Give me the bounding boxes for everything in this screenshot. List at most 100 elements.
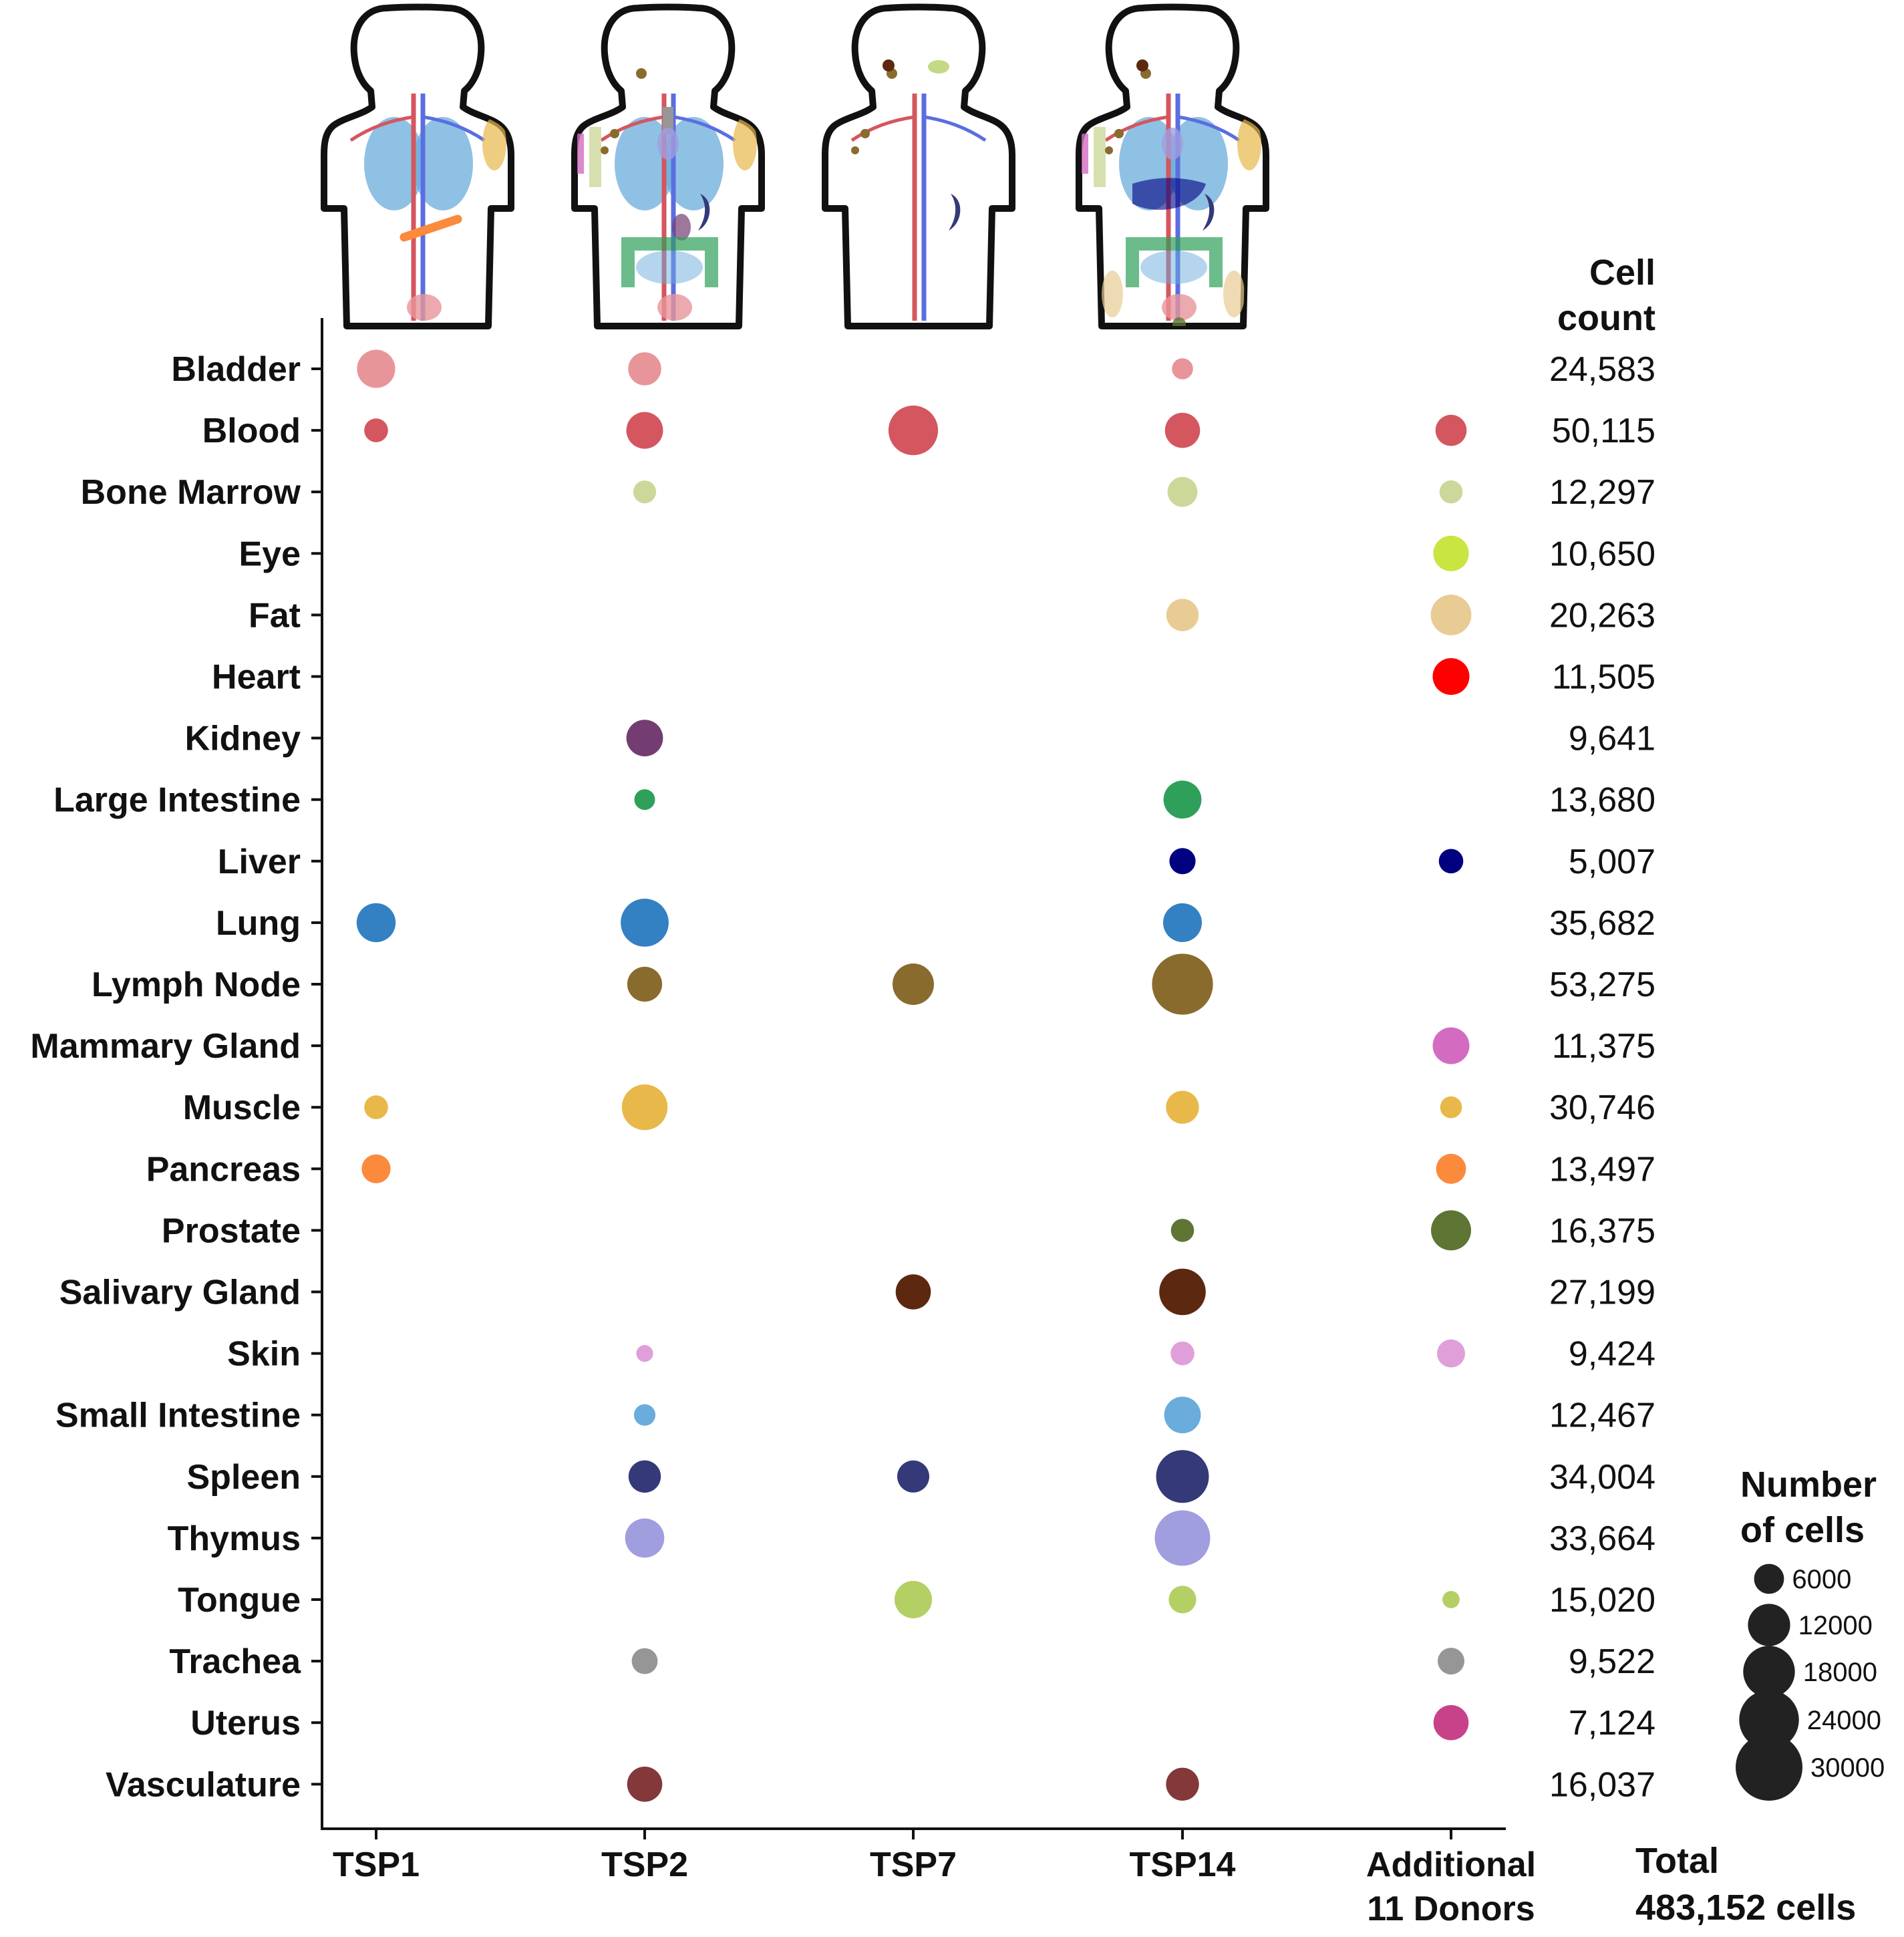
organ-blood-icon [1104, 115, 1169, 142]
organ-layer [1082, 59, 1261, 326]
organ-lung-icon [364, 117, 424, 210]
torso-illustration-tsp14 [1076, 3, 1269, 329]
dot-tsp2-trachea [631, 1648, 658, 1674]
organ-spleen-icon [698, 194, 710, 231]
cell-count-large-intestine: 13,680 [1549, 781, 1655, 820]
dot-additional-11-donors-pancreas [1436, 1153, 1466, 1184]
dot-tsp2-lung [621, 899, 669, 947]
cell-count-column: 24,583 50,115 12,297 10,650 20,263 11,505 9,64… [1549, 350, 1655, 1804]
organ-large-intestine-icon [1126, 237, 1223, 287]
dot-additional-11-donors-bone-marrow [1439, 480, 1463, 504]
legend-label-6000: 6000 [1792, 1565, 1851, 1594]
cell-count-vasculature: 16,037 [1549, 1765, 1655, 1804]
organ-small-intestine-icon [636, 251, 703, 284]
total-line2: 483,152 cells [1635, 1888, 1856, 1928]
dot-tsp1-bladder [357, 349, 395, 388]
cell-count-header-line1: Cell [1589, 253, 1655, 293]
organ-pancreas-icon [400, 214, 462, 242]
organ-thymus-icon [657, 128, 679, 160]
legend-dot-6000 [1754, 1563, 1784, 1594]
dot-additional-11-donors-eye [1433, 535, 1469, 571]
organ-layer [850, 59, 987, 321]
dot-additional-11-donors-liver [1438, 849, 1464, 874]
total-label: Total 483,152 cells [1635, 1841, 1856, 1928]
dot-tsp2-spleen [628, 1460, 661, 1493]
legend-label-12000: 12000 [1798, 1611, 1873, 1640]
tissue-label-thymus: Thymus [168, 1519, 301, 1558]
organ-lymph-node-icon [610, 129, 619, 138]
cell-count-heart: 11,505 [1552, 658, 1655, 697]
legend-title-line1: Number [1740, 1465, 1877, 1505]
legend-label-24000: 24000 [1807, 1706, 1881, 1735]
y-axis-ticks: Bladder Blood Bone Marrow Eye Fat Heart Kidney… [30, 350, 322, 1804]
torso-illustration-tsp7 [822, 3, 1015, 329]
cell-count-spleen: 34,004 [1549, 1458, 1655, 1497]
cell-count-lung: 35,682 [1549, 904, 1655, 943]
data-points [356, 349, 1472, 1802]
legend-label-18000: 18000 [1803, 1658, 1877, 1687]
cell-count-kidney: 9,641 [1569, 720, 1655, 758]
tissue-label-spleen: Spleen [187, 1458, 301, 1497]
dot-tsp2-bone-marrow [633, 480, 657, 504]
organ-tongue-icon [928, 60, 949, 73]
organ-bone-marrow-icon [589, 127, 601, 187]
cell-count-uterus: 7,124 [1569, 1704, 1655, 1743]
dot-tsp2-large-intestine [634, 789, 655, 810]
organ-bone-marrow-icon [1094, 127, 1106, 187]
cell-count-bone-marrow: 12,297 [1549, 473, 1655, 512]
cell-count-skin: 9,424 [1569, 1335, 1655, 1374]
dot-additional-11-donors-fat [1430, 595, 1472, 635]
legend-title-line2: of cells [1740, 1510, 1865, 1550]
cell-count-prostate: 16,375 [1549, 1211, 1655, 1250]
dot-additional-11-donors-heart [1432, 658, 1470, 695]
dot-tsp14-muscle [1166, 1090, 1199, 1124]
cell-count-lymph-node: 53,275 [1549, 965, 1655, 1004]
dot-additional-11-donors-prostate [1431, 1210, 1471, 1251]
dot-tsp14-fat [1166, 599, 1199, 631]
dot-tsp2-kidney [626, 720, 663, 756]
dot-tsp7-salivary-gland [895, 1274, 931, 1310]
organ-fat-icon [1223, 271, 1245, 317]
cell-count-header-line2: count [1557, 298, 1655, 338]
tissue-label-skin: Skin [227, 1335, 301, 1374]
organ-lymph-node-icon [851, 146, 859, 154]
donor-illustrations [321, 3, 1269, 329]
dot-additional-11-donors-muscle [1440, 1096, 1462, 1119]
dot-tsp14-liver [1169, 848, 1196, 875]
organ-vasculature-icon [923, 115, 987, 142]
cell-count-header: Cell count [1557, 253, 1655, 338]
size-legend: Number of cells 6000 12000 18000 24000 30000 [1736, 1465, 1885, 1801]
human-torso-icon [822, 3, 1015, 329]
tissue-label-lymph-node: Lymph Node [92, 965, 301, 1004]
tissue-label-prostate: Prostate [162, 1211, 301, 1250]
dot-additional-11-donors-skin [1437, 1339, 1465, 1368]
cell-count-pancreas: 13,497 [1549, 1150, 1655, 1189]
dot-tsp1-lung [356, 903, 396, 943]
organ-lymph-node-icon [860, 129, 870, 138]
tissue-label-bone-marrow: Bone Marrow [81, 473, 301, 512]
tissue-label-large-intestine: Large Intestine [53, 781, 301, 820]
organ-lung-icon [413, 117, 473, 210]
organ-muscle-icon [1237, 117, 1261, 170]
dot-tsp14-salivary-gland [1159, 1268, 1206, 1316]
organ-salivary-gland-icon [883, 59, 895, 71]
tissue-label-bladder: Bladder [171, 350, 301, 389]
organ-lymph-node-icon [1105, 146, 1113, 154]
dot-tsp1-pancreas [361, 1154, 391, 1183]
tissue-label-lung: Lung [216, 904, 301, 943]
tissue-label-vasculature: Vasculature [106, 1765, 301, 1804]
dot-tsp14-spleen [1156, 1450, 1209, 1503]
cell-count-tongue: 15,020 [1549, 1581, 1655, 1620]
cell-count-salivary-gland: 27,199 [1549, 1274, 1655, 1312]
tissue-label-muscle: Muscle [183, 1088, 301, 1127]
tissue-label-uterus: Uterus [190, 1704, 301, 1743]
cell-count-fat: 20,263 [1549, 596, 1655, 635]
organ-skin-icon [1082, 134, 1088, 174]
organ-lymph-node-icon [636, 68, 647, 79]
organ-muscle-icon [482, 117, 506, 170]
organ-vasculature-icon [1177, 115, 1241, 142]
organ-skin-icon [577, 134, 584, 174]
tissue-label-kidney: Kidney [185, 720, 301, 758]
tissue-label-salivary-gland: Salivary Gland [59, 1274, 301, 1312]
